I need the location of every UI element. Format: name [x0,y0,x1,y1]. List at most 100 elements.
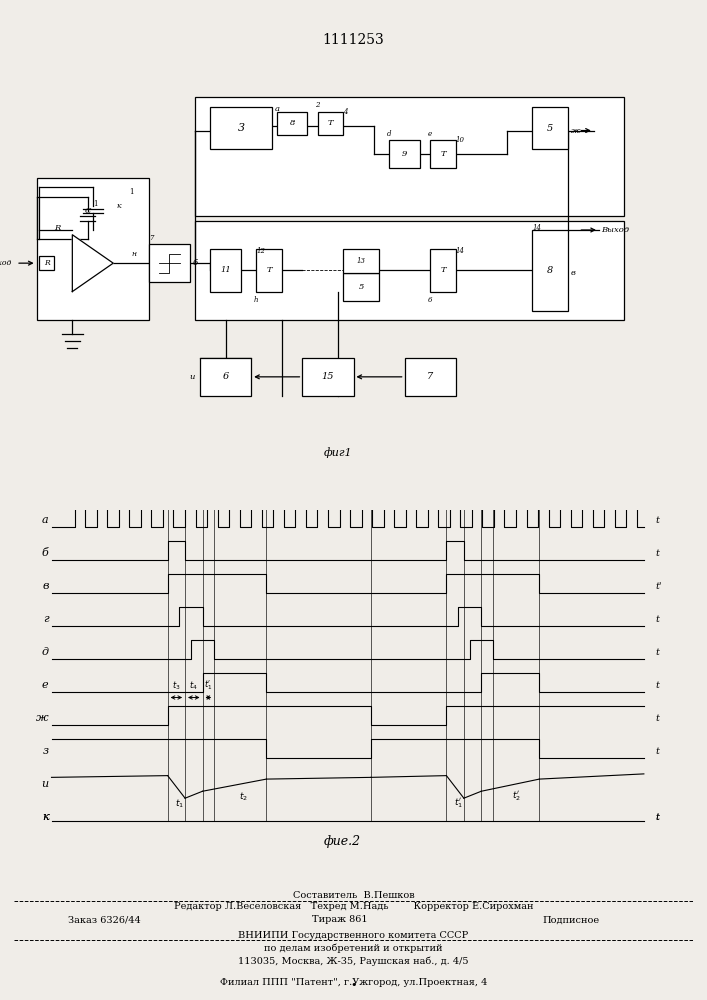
Text: 15: 15 [322,372,334,381]
Text: г: г [43,614,49,624]
Text: ВНИИПИ Государственного комитета СССР: ВНИИПИ Государственного комитета СССР [238,931,469,940]
Text: Тираж 861: Тираж 861 [312,915,368,924]
Bar [211,107,271,149]
Text: t: t [655,747,660,756]
Bar [532,230,568,311]
Text: е: е [42,680,49,690]
Text: $t_4$: $t_4$ [189,680,198,692]
Text: Филиал ППП "Патент", г.Ужгород, ул.Проектная, 4: Филиал ППП "Патент", г.Ужгород, ул.Проек… [220,978,487,987]
Text: 8: 8 [289,119,295,127]
Text: Т: Т [267,266,272,274]
Text: 8: 8 [547,266,554,275]
Text: н: н [132,250,136,258]
Text: Вход: Вход [0,259,11,267]
Bar [195,221,624,320]
Bar [257,249,282,292]
Text: Т: Т [327,119,333,127]
Bar [39,256,54,270]
Bar [430,140,456,168]
Text: 6: 6 [428,296,433,304]
Text: 5: 5 [358,283,364,291]
Text: б: б [192,259,197,267]
Bar [404,358,456,396]
Text: 14: 14 [532,224,542,232]
Text: $t_1'$: $t_1'$ [453,797,462,810]
Text: 9: 9 [402,150,407,158]
Bar [390,140,420,168]
Text: t': t' [655,582,662,591]
Text: R: R [44,259,49,267]
Text: t: t [655,681,660,690]
Text: к: к [42,812,49,822]
Text: $t_1'$: $t_1'$ [204,679,213,692]
Text: Подписное: Подписное [542,915,600,924]
Text: Выход: Выход [602,226,629,234]
Text: к: к [42,812,49,822]
Text: t: t [655,813,660,822]
Text: 2: 2 [315,101,320,109]
Bar [277,112,308,135]
Text: t: t [655,648,660,657]
Text: Т: Т [440,266,446,274]
Text: Редактор Л.Веселовская   Техред М.Надь        Корректор Е.Сирохман: Редактор Л.Веселовская Техред М.Надь Кор… [174,902,533,911]
Text: е: е [428,130,432,138]
Text: 7: 7 [427,372,433,381]
Text: •: • [350,980,357,990]
Bar [344,249,379,273]
Text: $t_1$: $t_1$ [175,797,184,810]
Polygon shape [72,235,113,292]
Text: 12: 12 [257,247,265,255]
Text: 1: 1 [93,200,98,208]
Text: 5: 5 [547,124,554,133]
Text: h: h [254,296,259,304]
Text: и: и [189,373,195,381]
Bar [303,358,354,396]
Text: в: в [571,269,575,277]
Bar [200,358,251,396]
Text: 11: 11 [221,266,231,274]
Text: 6: 6 [223,372,229,381]
Text: Составитель  В.Пешков: Составитель В.Пешков [293,891,414,900]
Text: t: t [655,714,660,723]
Text: $t_3$: $t_3$ [172,680,181,692]
Text: а: а [274,105,279,113]
Text: 3: 3 [238,123,245,133]
Text: $t_2'$: $t_2'$ [512,790,520,803]
Text: з: з [42,746,49,756]
Text: 7: 7 [149,234,154,242]
Text: t: t [655,813,660,822]
Text: Заказ 6326/44: Заказ 6326/44 [69,915,141,924]
Text: 4: 4 [344,108,348,116]
Text: б: б [42,548,49,558]
Text: ж: ж [36,713,49,723]
Text: Т: Т [440,150,446,158]
Bar [149,244,190,282]
Text: R: R [54,224,60,232]
Bar [195,97,624,216]
Bar [344,273,379,301]
Bar [211,249,241,292]
Text: 10: 10 [456,136,464,144]
Text: д: д [42,647,49,657]
Text: 14: 14 [456,247,464,255]
Bar [317,112,344,135]
Text: C: C [84,207,91,215]
Bar [37,178,149,320]
Text: 13: 13 [356,257,366,265]
Text: d: d [387,130,392,138]
Text: по делам изобретений и открытий: по делам изобретений и открытий [264,944,443,953]
Text: ж: ж [571,127,580,135]
Bar [532,107,568,149]
Text: 1: 1 [129,188,134,196]
Text: фие.2: фие.2 [323,835,361,848]
Text: u: u [42,779,49,789]
Text: $t_2$: $t_2$ [239,790,247,803]
Text: t: t [655,549,660,558]
Text: в: в [42,581,49,591]
Text: к: к [116,202,121,210]
Text: 113035, Москва, Ж-35, Раушская наб., д. 4/5: 113035, Москва, Ж-35, Раушская наб., д. … [238,956,469,966]
Text: 1111253: 1111253 [322,33,385,47]
Text: t: t [655,615,660,624]
Bar [430,249,456,292]
Text: а: а [42,515,49,525]
